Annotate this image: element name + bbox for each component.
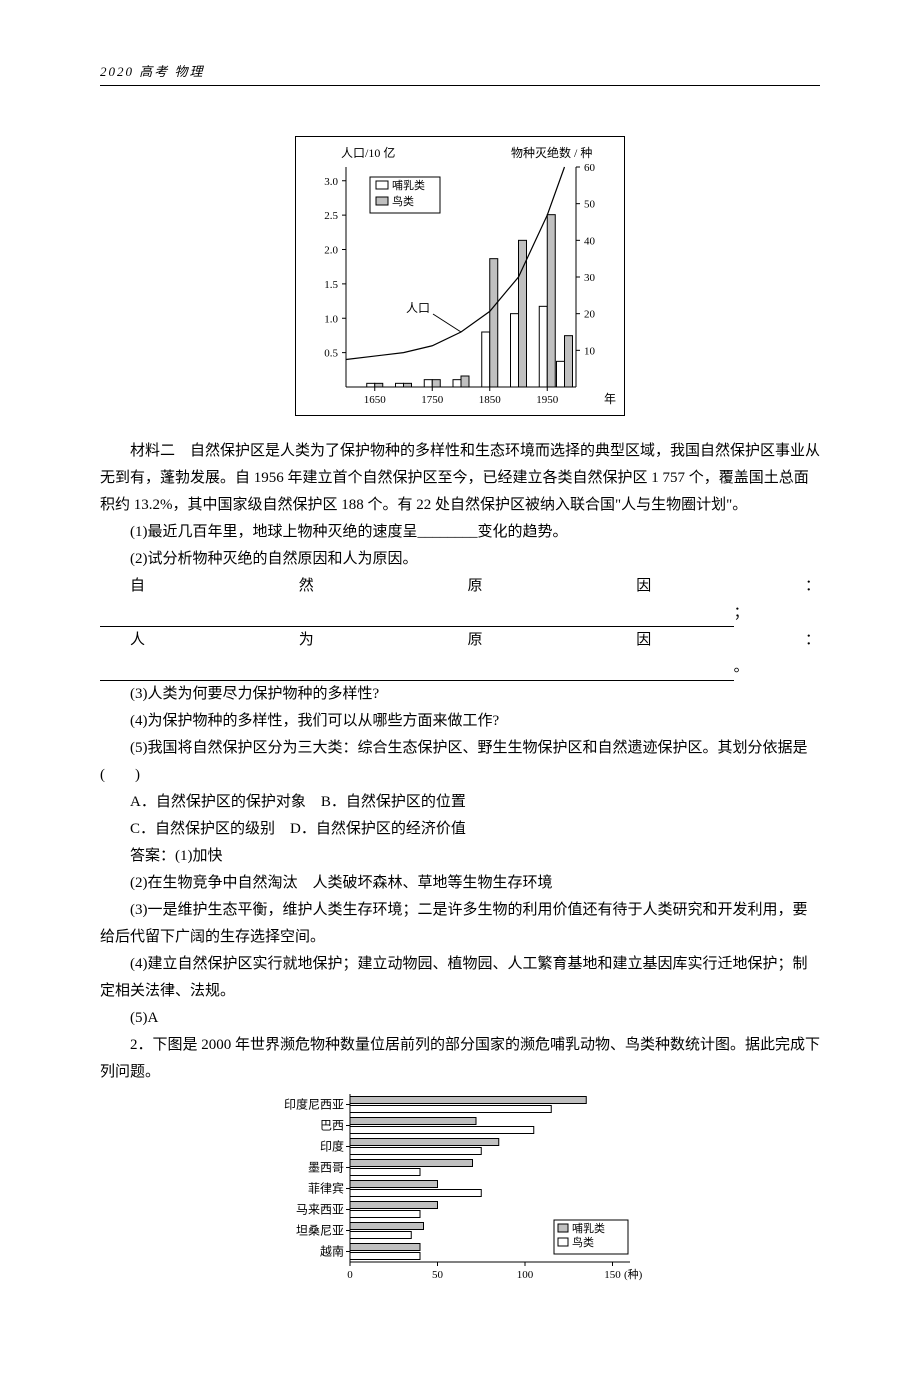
svg-text:墨西哥: 墨西哥	[308, 1161, 344, 1175]
material-2: 材料二 自然保护区是人类为了保护物种的多样性和生态环境而选择的典型区域，我国自然…	[100, 438, 820, 519]
q2: (2)试分析物种灭绝的自然原因和人为原因。	[100, 546, 820, 573]
q4: (4)为保护物种的多样性，我们可以从哪些方面来做工作?	[100, 708, 820, 735]
svg-text:60: 60	[584, 162, 596, 174]
svg-text:印度尼西亚: 印度尼西亚	[284, 1097, 344, 1112]
q3: (3)人类为何要尽力保护物种的多样性?	[100, 681, 820, 708]
svg-text:越南: 越南	[320, 1244, 344, 1259]
opt-cd: C．自然保护区的级别 D．自然保护区的经济价值	[100, 816, 820, 843]
chart1: 0.5 1.0 1.5 2.0 2.5 3.0 10 20 30 40 50 60 1650 1750 18…	[295, 136, 625, 426]
chart1-wrapper: 0.5 1.0 1.5 2.0 2.5 3.0 10 20 30 40 50 60 1650 1750 18…	[100, 136, 820, 426]
svg-text:1.0: 1.0	[324, 314, 338, 326]
chart2-wrapper: 0 50 100 150(种) 印度尼西亚巴西印度墨西哥菲律宾马来西亚坦桑尼亚越南 哺乳类…	[100, 1086, 820, 1296]
ans3: (3)一是维护生态平衡，维护人类生存环境；二是许多生物的利用价值还有待于人类研究…	[100, 897, 820, 951]
svg-text:0: 0	[347, 1269, 353, 1281]
ans1: 答案：(1)加快	[100, 843, 820, 870]
svg-text:鸟类: 鸟类	[392, 194, 414, 208]
svg-text:20: 20	[584, 309, 596, 321]
svg-text:坦桑尼亚: 坦桑尼亚	[296, 1224, 344, 1238]
svg-text:人口/10 亿: 人口/10 亿	[341, 145, 395, 160]
svg-text:2.0: 2.0	[324, 245, 338, 257]
svg-text:100: 100	[517, 1269, 534, 1281]
svg-text:1850: 1850	[479, 394, 502, 406]
svg-text:50: 50	[584, 199, 596, 211]
svg-text:1650: 1650	[364, 394, 387, 406]
svg-text:1750: 1750	[421, 394, 444, 406]
natural-label: 自 然 原 因 ：	[100, 573, 820, 600]
human-label: 人 为 原 因 ：	[100, 627, 820, 654]
q6-intro: 2．下图是 2000 年世界濒危物种数量位居前列的部分国家的濒危哺乳动物、鸟类种…	[100, 1032, 820, 1086]
svg-text:哺乳类: 哺乳类	[572, 1221, 605, 1235]
svg-text:印度: 印度	[320, 1139, 344, 1154]
human-fill: 。	[100, 654, 820, 681]
ans5: (5)A	[100, 1005, 820, 1032]
svg-text:人口: 人口	[406, 301, 430, 315]
svg-text:年: 年	[604, 392, 616, 406]
ans2: (2)在生物竞争中自然淘汰 人类破坏森林、草地等生物生存环境	[100, 870, 820, 897]
svg-text:鸟类: 鸟类	[572, 1235, 594, 1249]
svg-text:30: 30	[584, 272, 596, 284]
svg-text:巴西: 巴西	[320, 1119, 344, 1133]
svg-text:150: 150	[604, 1269, 621, 1281]
opt-ab: A．自然保护区的保护对象 B．自然保护区的位置	[100, 789, 820, 816]
svg-text:40: 40	[584, 236, 596, 248]
svg-text:(种): (种)	[624, 1267, 643, 1281]
q1: (1)最近几百年里，地球上物种灭绝的速度呈________变化的趋势。	[100, 519, 820, 546]
svg-text:0.5: 0.5	[324, 348, 338, 360]
svg-text:3.0: 3.0	[324, 176, 338, 188]
chart2: 0 50 100 150(种) 印度尼西亚巴西印度墨西哥菲律宾马来西亚坦桑尼亚越南 哺乳类…	[270, 1086, 650, 1296]
svg-text:1.5: 1.5	[324, 279, 338, 291]
svg-text:1950: 1950	[536, 394, 559, 406]
svg-text:哺乳类: 哺乳类	[392, 178, 425, 192]
svg-text:马来西亚: 马来西亚	[296, 1203, 344, 1217]
svg-text:菲律宾: 菲律宾	[308, 1181, 344, 1196]
svg-text:物种灭绝数 / 种: 物种灭绝数 / 种	[511, 145, 592, 160]
svg-text:50: 50	[432, 1269, 444, 1281]
natural-fill: ；	[100, 600, 820, 627]
q5: (5)我国将自然保护区分为三大类：综合生态保护区、野生生物保护区和自然遗迹保护区…	[100, 735, 820, 789]
page-header: 2020 高考 物理	[100, 60, 820, 86]
svg-text:2.5: 2.5	[324, 211, 338, 223]
svg-text:10: 10	[584, 346, 596, 358]
ans4: (4)建立自然保护区实行就地保护；建立动物园、植物园、人工繁育基地和建立基因库实…	[100, 951, 820, 1005]
